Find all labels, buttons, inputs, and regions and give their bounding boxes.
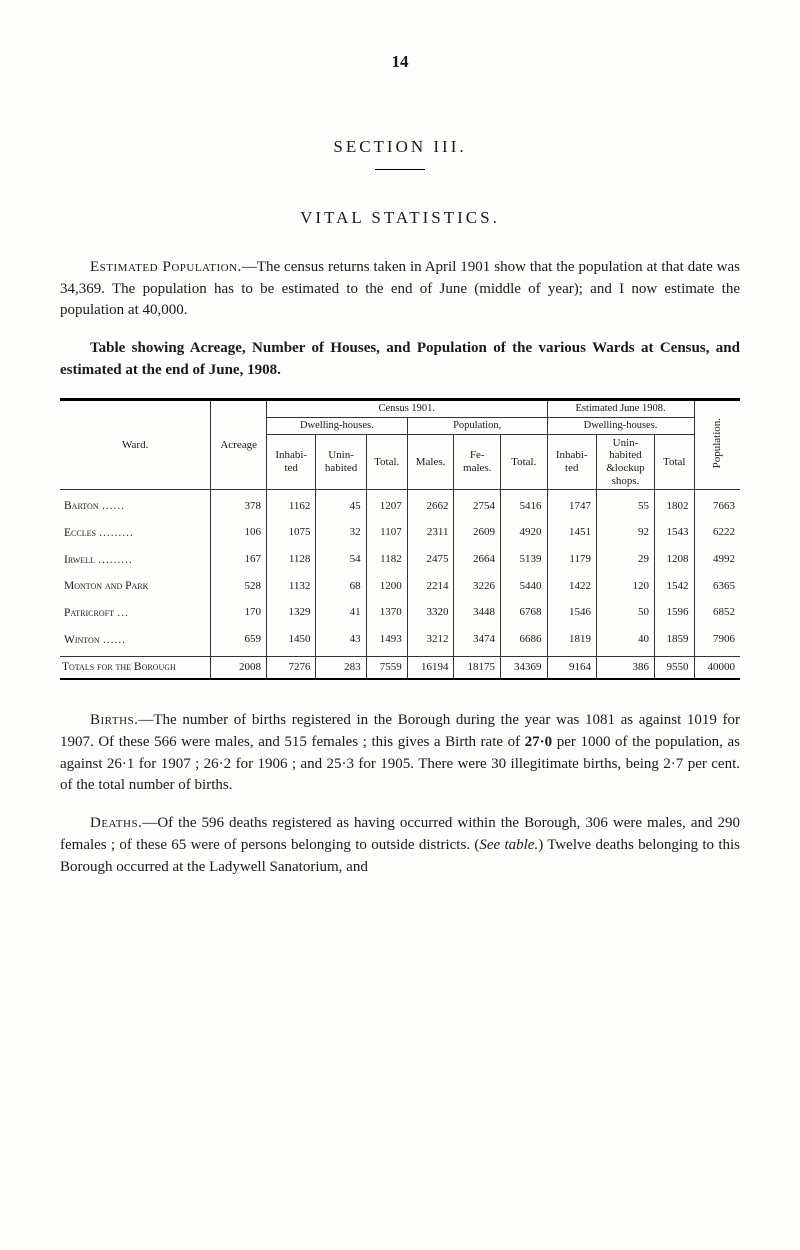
page-number: 14	[60, 50, 740, 75]
table-row: Irwell ……… 167 1128 54 1182 2475 2664 51…	[60, 550, 740, 571]
col-acreage: Acreage	[211, 401, 267, 490]
paragraph-births: Births.—The number of births registered …	[60, 710, 740, 797]
col-total3: Total	[655, 434, 695, 490]
stats-table-wrap: Ward. Acreage Census 1901. Estimated Jun…	[60, 398, 740, 680]
run-in-head: Births.	[90, 712, 138, 728]
col-dwelling2: Dwelling-houses.	[547, 417, 694, 434]
table-row: Patricroft … 170 1329 41 1370 3320 3448 …	[60, 603, 740, 624]
run-in-head: Estimated Population.	[90, 259, 242, 275]
stats-table: Ward. Acreage Census 1901. Estimated Jun…	[60, 401, 740, 678]
col-ward: Ward.	[60, 401, 211, 490]
table-body: Barton …… 378 1162 45 1207 2662 2754 541…	[60, 490, 740, 678]
table-row: Monton and Park 528 1132 68 1200 2214 32…	[60, 576, 740, 597]
run-in-head: Deaths.	[90, 815, 142, 831]
col-inhabited2: Inhabi- ted	[547, 434, 596, 490]
table-row: Barton …… 378 1162 45 1207 2662 2754 541…	[60, 496, 740, 517]
see-table: See table.	[479, 837, 538, 853]
rate-bold: 27·0	[525, 734, 553, 750]
col-total1: Total.	[366, 434, 407, 490]
col-population-vert: Population.	[694, 401, 740, 490]
col-unin-lockup: Unin- habited &lockup shops.	[596, 434, 654, 490]
col-population: Population,	[407, 417, 547, 434]
col-dwelling: Dwelling-houses.	[267, 417, 408, 434]
table-row: Winton …… 659 1450 43 1493 3212 3474 668…	[60, 630, 740, 651]
col-estimated: Estimated June 1908.	[547, 401, 694, 418]
paragraph-estimated-population: Estimated Population.—The census returns…	[60, 257, 740, 322]
table-row: Eccles ……… 106 1075 32 1107 2311 2609 49…	[60, 523, 740, 544]
section-rule	[375, 169, 425, 170]
col-census: Census 1901.	[267, 401, 548, 418]
col-uninhabited: Unin- habited	[316, 434, 366, 490]
table-caption: Table showing Acreage, Number of Houses,…	[60, 338, 740, 382]
section-title: SECTION III.	[60, 135, 740, 160]
col-females: Fe- males.	[454, 434, 501, 490]
page: 14 SECTION III. VITAL STATISTICS. Estima…	[0, 0, 800, 1250]
table-row-totals: Totals for the Borough 2008 7276 283 755…	[60, 657, 740, 678]
table-head: Ward. Acreage Census 1901. Estimated Jun…	[60, 401, 740, 490]
col-males: Males.	[407, 434, 454, 490]
col-total2: Total.	[501, 434, 548, 490]
sub-title: VITAL STATISTICS.	[60, 206, 740, 231]
paragraph-deaths: Deaths.—Of the 596 deaths registered as …	[60, 813, 740, 878]
col-inhabited: Inhabi- ted	[267, 434, 316, 490]
